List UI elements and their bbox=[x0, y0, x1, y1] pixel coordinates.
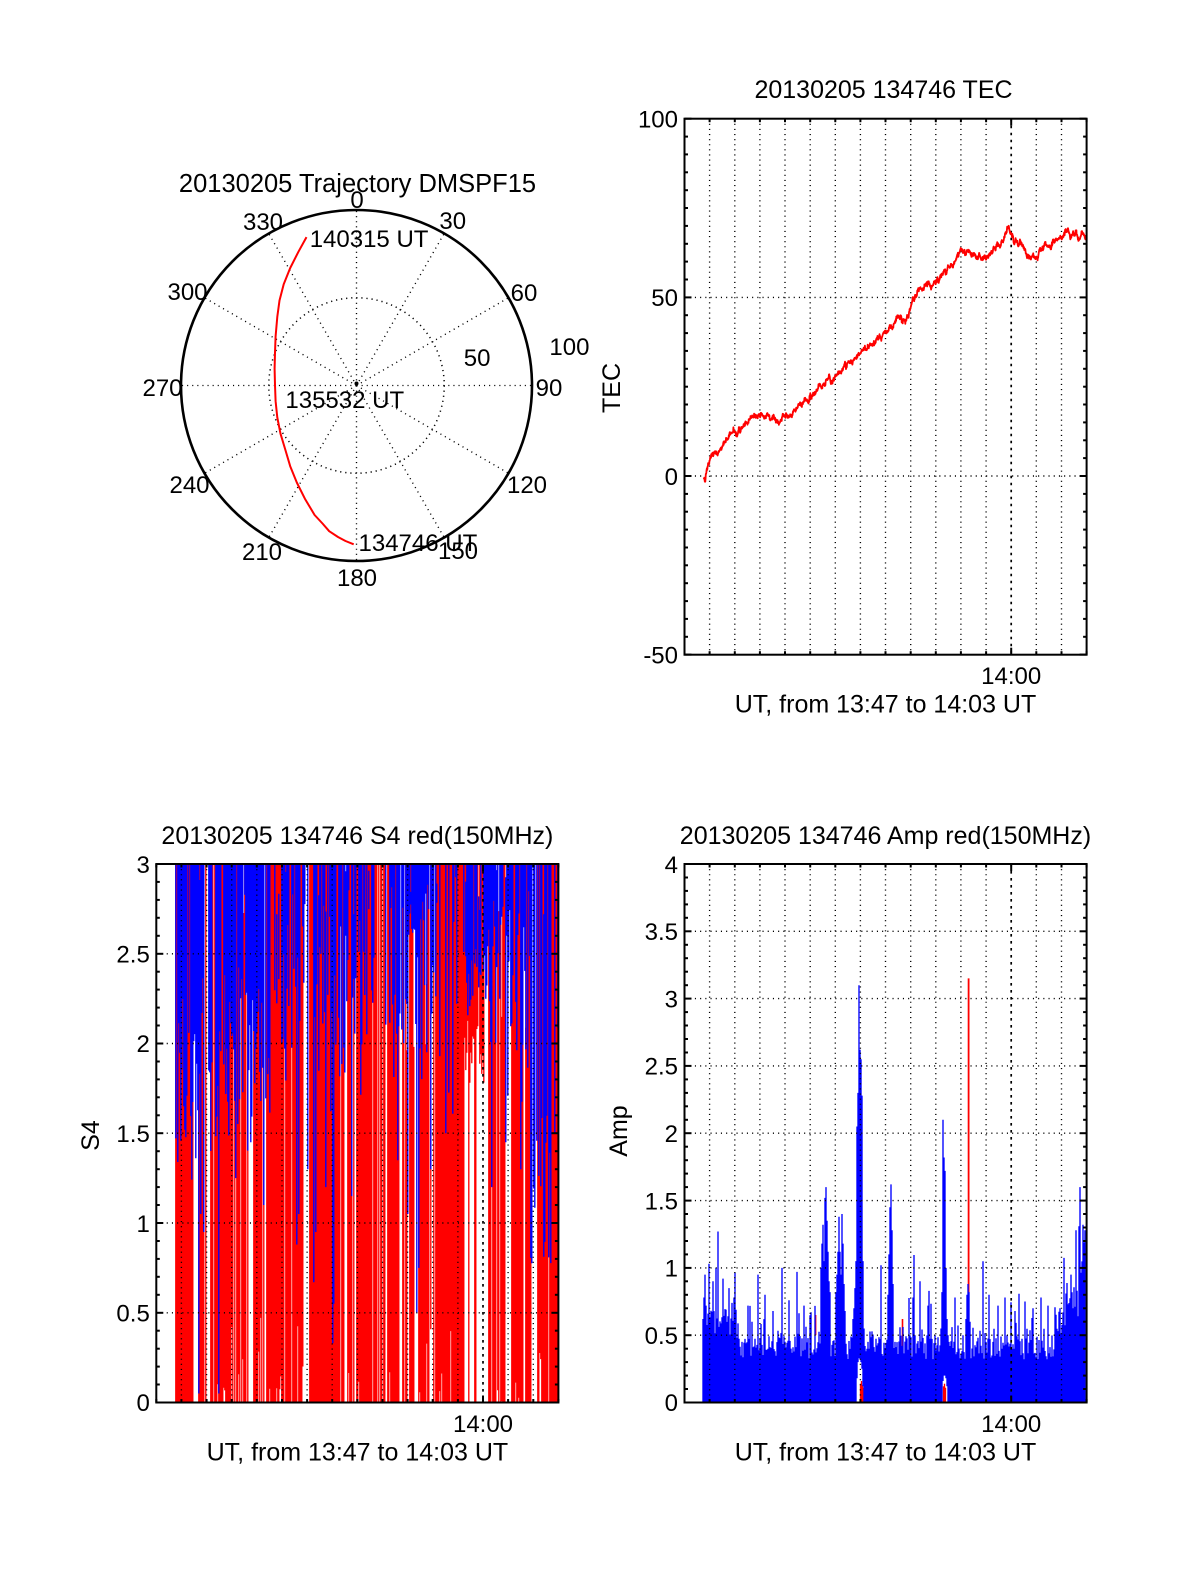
svg-text:20130205 134746 S4 red(150MHz): 20130205 134746 S4 red(150MHz) bbox=[161, 822, 553, 850]
svg-text:UT, from 13:47 to 14:03 UT: UT, from 13:47 to 14:03 UT bbox=[735, 1439, 1037, 1467]
svg-text:1.5: 1.5 bbox=[116, 1121, 149, 1148]
svg-text:Amp: Amp bbox=[605, 1105, 633, 1156]
svg-text:135532 UT: 135532 UT bbox=[285, 387, 404, 414]
svg-text:140315 UT: 140315 UT bbox=[310, 226, 429, 253]
svg-text:20130205 134746 Amp red(150MHz: 20130205 134746 Amp red(150MHz) bbox=[680, 822, 1091, 850]
svg-text:50: 50 bbox=[651, 285, 678, 312]
svg-text:UT, from 13:47 to 14:03 UT: UT, from 13:47 to 14:03 UT bbox=[207, 1439, 509, 1467]
svg-text:2.5: 2.5 bbox=[116, 942, 149, 969]
svg-text:330: 330 bbox=[243, 209, 283, 236]
svg-text:3: 3 bbox=[136, 852, 149, 879]
svg-text:14:00: 14:00 bbox=[453, 1411, 513, 1438]
svg-text:134746 UT: 134746 UT bbox=[359, 530, 478, 557]
svg-text:4: 4 bbox=[665, 852, 678, 879]
svg-text:300: 300 bbox=[167, 279, 207, 306]
svg-text:100: 100 bbox=[638, 106, 678, 133]
svg-text:14:00: 14:00 bbox=[981, 663, 1041, 690]
svg-text:20130205 Trajectory DMSPF15: 20130205 Trajectory DMSPF15 bbox=[179, 170, 536, 198]
svg-text:150: 150 bbox=[438, 538, 478, 565]
svg-text:1.5: 1.5 bbox=[645, 1188, 678, 1215]
svg-text:210: 210 bbox=[242, 539, 282, 566]
svg-text:2: 2 bbox=[136, 1031, 149, 1058]
svg-text:180: 180 bbox=[337, 565, 377, 592]
svg-text:2: 2 bbox=[665, 1121, 678, 1148]
svg-text:1: 1 bbox=[665, 1256, 678, 1283]
svg-text:3: 3 bbox=[665, 986, 678, 1013]
svg-text:50: 50 bbox=[464, 345, 491, 372]
svg-text:0: 0 bbox=[350, 187, 363, 214]
svg-text:0.5: 0.5 bbox=[116, 1301, 149, 1328]
svg-text:S4: S4 bbox=[77, 1120, 105, 1151]
svg-text:14:00: 14:00 bbox=[981, 1411, 1041, 1438]
svg-text:0: 0 bbox=[665, 1390, 678, 1417]
svg-text:60: 60 bbox=[511, 280, 538, 307]
svg-text:120: 120 bbox=[507, 472, 547, 499]
svg-text:3.5: 3.5 bbox=[645, 919, 678, 946]
svg-text:30: 30 bbox=[439, 208, 466, 235]
svg-text:-50: -50 bbox=[643, 642, 678, 669]
svg-text:0: 0 bbox=[665, 464, 678, 491]
svg-text:240: 240 bbox=[169, 472, 209, 499]
svg-text:0.5: 0.5 bbox=[645, 1323, 678, 1350]
svg-text:TEC: TEC bbox=[598, 363, 626, 413]
svg-text:20130205 134746 TEC: 20130205 134746 TEC bbox=[754, 76, 1012, 104]
svg-text:100: 100 bbox=[549, 334, 589, 361]
svg-text:2.5: 2.5 bbox=[645, 1054, 678, 1081]
svg-text:90: 90 bbox=[536, 375, 563, 402]
svg-text:1: 1 bbox=[136, 1211, 149, 1238]
svg-text:270: 270 bbox=[142, 375, 182, 402]
svg-text:0: 0 bbox=[136, 1390, 149, 1417]
svg-text:UT, from 13:47 to 14:03 UT: UT, from 13:47 to 14:03 UT bbox=[735, 691, 1037, 719]
